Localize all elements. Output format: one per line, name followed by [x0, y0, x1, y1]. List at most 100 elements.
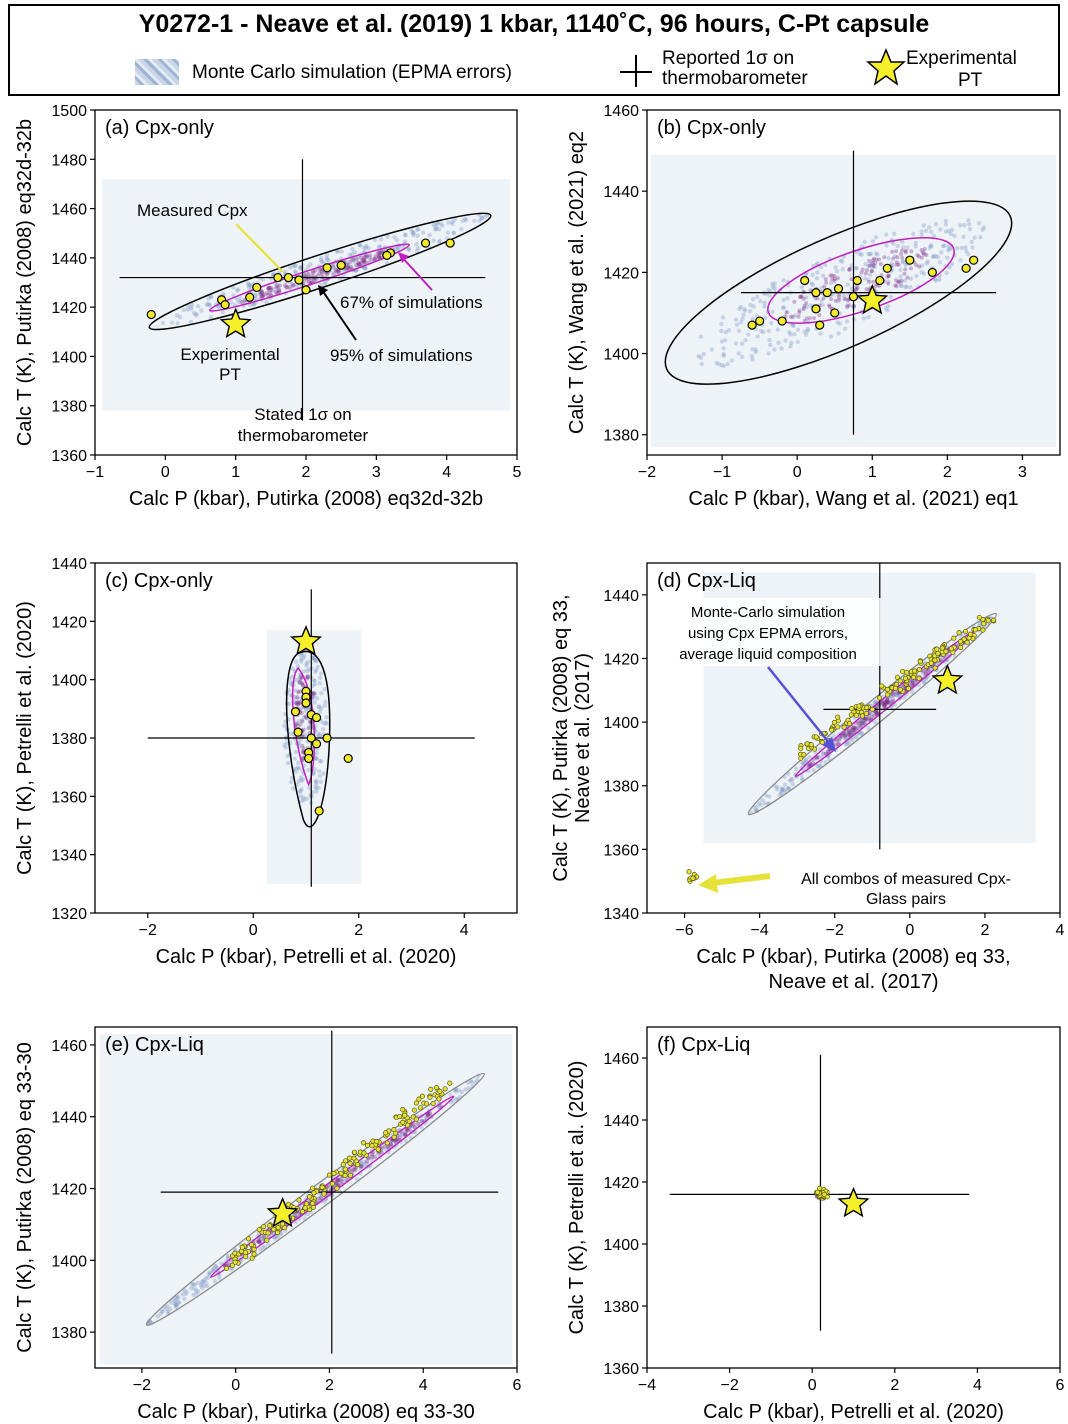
mc-simulation-point-a	[477, 218, 482, 224]
mc-simulation-point-b	[908, 285, 913, 290]
x-tick-label-e: 2	[325, 1377, 334, 1394]
mc-simulation-point-b	[795, 327, 801, 333]
mc-simulation-point-b	[913, 244, 918, 249]
mc-simulation-point-c	[311, 692, 316, 698]
mc-simulation-point-d	[880, 700, 885, 705]
mc-simulation-point-e	[473, 1080, 478, 1085]
mc-simulation-point-b	[762, 304, 767, 309]
measured-pair-point-d	[808, 742, 814, 748]
mc-simulation-point-e	[207, 1271, 212, 1277]
measured-pair-point-e	[302, 1205, 308, 1211]
mc-simulation-point-c	[297, 675, 302, 680]
mc-simulation-point-b	[900, 239, 905, 245]
mc-simulation-point-d	[843, 731, 849, 737]
mc-simulation-point-b	[789, 340, 794, 346]
mc-simulation-point-a	[194, 311, 199, 317]
mc-simulation-point-a	[298, 265, 303, 270]
mc-simulation-point-a	[356, 255, 361, 261]
mc-simulation-point-e	[451, 1098, 456, 1103]
mc-simulation-point-c	[295, 765, 301, 770]
mc-simulation-point-c	[294, 677, 299, 683]
mc-simulation-point-b	[862, 239, 867, 245]
mc-simulation-point-b	[719, 328, 724, 334]
mc-simulation-point-a	[324, 271, 330, 277]
mc-simulation-point-b	[870, 269, 875, 274]
mc-simulation-point-d	[850, 725, 855, 730]
mc-simulation-point-d	[885, 699, 890, 704]
mc-simulation-point-e	[424, 1114, 429, 1119]
mc-simulation-point-b	[733, 341, 739, 346]
mc-simulation-point-d	[852, 725, 857, 731]
mc-simulation-point-b	[743, 337, 748, 343]
mc-simulation-point-d	[858, 724, 864, 729]
measured-pair-point-d	[934, 646, 940, 652]
mc-simulation-point-d	[896, 693, 901, 698]
mc-simulation-point-c	[319, 691, 324, 696]
measured-pair-point-e	[266, 1223, 273, 1229]
mc-simulation-point-d	[910, 679, 915, 684]
mc-simulation-point-e	[340, 1179, 345, 1185]
mc-simulation-point-b	[716, 361, 722, 367]
mc-simulation-point-a	[266, 285, 272, 291]
mc-simulation-point-a	[332, 265, 337, 270]
mc-simulation-point-a	[363, 253, 369, 258]
mc-simulation-point-a	[317, 267, 323, 272]
mc-simulation-point-b	[854, 287, 859, 292]
mc-simulation-point-b	[886, 256, 891, 261]
mc-simulation-point-d	[815, 754, 821, 759]
measured-pair-point-d	[932, 657, 938, 663]
mc-simulation-point-a	[450, 221, 455, 227]
x-tick-label-a: 1	[231, 464, 240, 481]
mc-simulation-point-a	[411, 232, 416, 238]
mc-simulation-point-b	[738, 320, 744, 325]
measured-pair-point-e	[360, 1140, 367, 1146]
mc-simulation-point-b	[817, 313, 822, 318]
legend-sigma-label-1: Reported 1σ on	[662, 48, 795, 69]
measured-pair-point-d	[856, 703, 862, 709]
mc-simulation-point-b	[922, 252, 927, 258]
plot-frame-e	[94, 1026, 518, 1369]
legend-experimental-label-1: Experimental	[906, 48, 1017, 69]
measured-pair-point-d	[904, 669, 910, 675]
mc-simulation-point-b	[821, 296, 826, 301]
mc-simulation-point-e	[258, 1236, 264, 1241]
mc-simulation-point-e	[262, 1244, 267, 1250]
mc-simulation-point-c	[314, 786, 319, 791]
mc-simulation-point-e	[436, 1104, 442, 1110]
mc-simulation-point-d	[850, 737, 855, 743]
mc-simulation-point-b	[822, 284, 827, 289]
y-tick-label-d: 1400	[603, 715, 639, 732]
mc-simulation-point-b	[943, 222, 949, 227]
measured-pair-point-d	[859, 713, 865, 719]
mc-simulation-point-b	[859, 270, 864, 275]
mc-simulation-point-d	[885, 698, 890, 703]
mc-simulation-point-a	[321, 260, 327, 265]
mc-simulation-point-a	[335, 268, 341, 273]
mc-simulation-point-a	[258, 290, 263, 295]
x-tick-label-b: 1	[868, 464, 877, 481]
measured-pair-point-e	[309, 1185, 316, 1191]
mc-simulation-point-a	[269, 285, 274, 291]
y-tick-label-a: 1500	[51, 103, 87, 120]
mc-simulation-point-e	[255, 1239, 261, 1244]
mc-simulation-point-b	[867, 272, 873, 278]
x-tick-label-d: −4	[751, 922, 769, 939]
mc-simulation-point-a	[345, 263, 351, 268]
mc-simulation-point-c	[313, 789, 319, 794]
mc-simulation-point-b	[919, 233, 924, 238]
mc-simulation-point-b	[937, 277, 942, 282]
mc-simulation-point-e	[336, 1179, 341, 1184]
measured-cpx-point-b	[800, 275, 810, 286]
mc-simulation-point-d	[885, 696, 890, 702]
mc-simulation-point-e	[404, 1127, 410, 1133]
mc-simulation-point-b	[828, 273, 833, 278]
mc-simulation-point-a	[208, 314, 214, 320]
mc-simulation-point-c	[300, 682, 305, 687]
mc-simulation-point-e	[175, 1300, 181, 1305]
mc-simulation-point-e	[174, 1302, 179, 1308]
measured-pair-point-e	[249, 1255, 255, 1261]
mc-simulation-point-c	[324, 721, 330, 726]
mc-simulation-point-b	[967, 226, 973, 232]
measured-cpx-point-a	[146, 309, 156, 320]
mc-simulation-point-c	[296, 700, 301, 705]
